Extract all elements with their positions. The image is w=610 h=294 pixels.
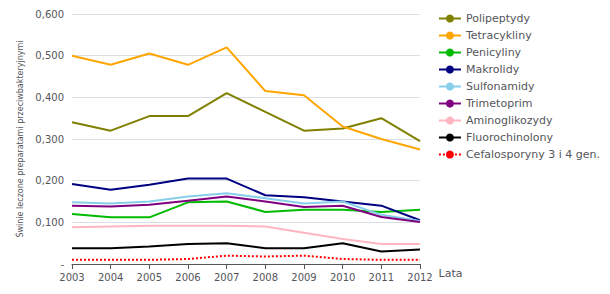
svg-text:0,300: 0,300	[35, 134, 64, 145]
svg-text:0,400: 0,400	[35, 92, 64, 103]
svg-text:2006: 2006	[175, 272, 200, 283]
svg-text:Fluorochinolony: Fluorochinolony	[466, 131, 554, 144]
svg-text:2011: 2011	[369, 272, 394, 283]
svg-text:2010: 2010	[330, 272, 355, 283]
svg-text:Sulfonamidy: Sulfonamidy	[466, 80, 535, 93]
svg-text:Cefalosporyny 3 i 4 gen.: Cefalosporyny 3 i 4 gen.	[466, 148, 600, 161]
svg-text:Tetracykliny: Tetracykliny	[465, 29, 532, 42]
svg-text:Lata: Lata	[439, 267, 463, 280]
svg-text:2009: 2009	[291, 272, 316, 283]
svg-text:-: -	[60, 259, 64, 270]
svg-text:Penicyliny: Penicyliny	[466, 46, 522, 59]
svg-text:0,100: 0,100	[35, 217, 64, 228]
svg-text:0,500: 0,500	[35, 50, 64, 61]
svg-text:0,200: 0,200	[35, 175, 64, 186]
svg-text:2005: 2005	[137, 272, 162, 283]
svg-text:2008: 2008	[253, 272, 278, 283]
svg-text:2004: 2004	[98, 272, 123, 283]
svg-text:0,600: 0,600	[35, 9, 64, 20]
svg-text:Polipeptydy: Polipeptydy	[466, 12, 531, 25]
svg-text:Aminoglikozydy: Aminoglikozydy	[466, 114, 553, 127]
svg-text:Makrolidy: Makrolidy	[466, 63, 520, 76]
svg-text:Świnie leczone preparatami prz: Świnie leczone preparatami przeciwbakter…	[14, 40, 25, 237]
svg-text:2003: 2003	[59, 272, 84, 283]
svg-text:2007: 2007	[214, 272, 239, 283]
svg-text:2012: 2012	[407, 272, 432, 283]
svg-text:Trimetoprim: Trimetoprim	[465, 97, 532, 110]
